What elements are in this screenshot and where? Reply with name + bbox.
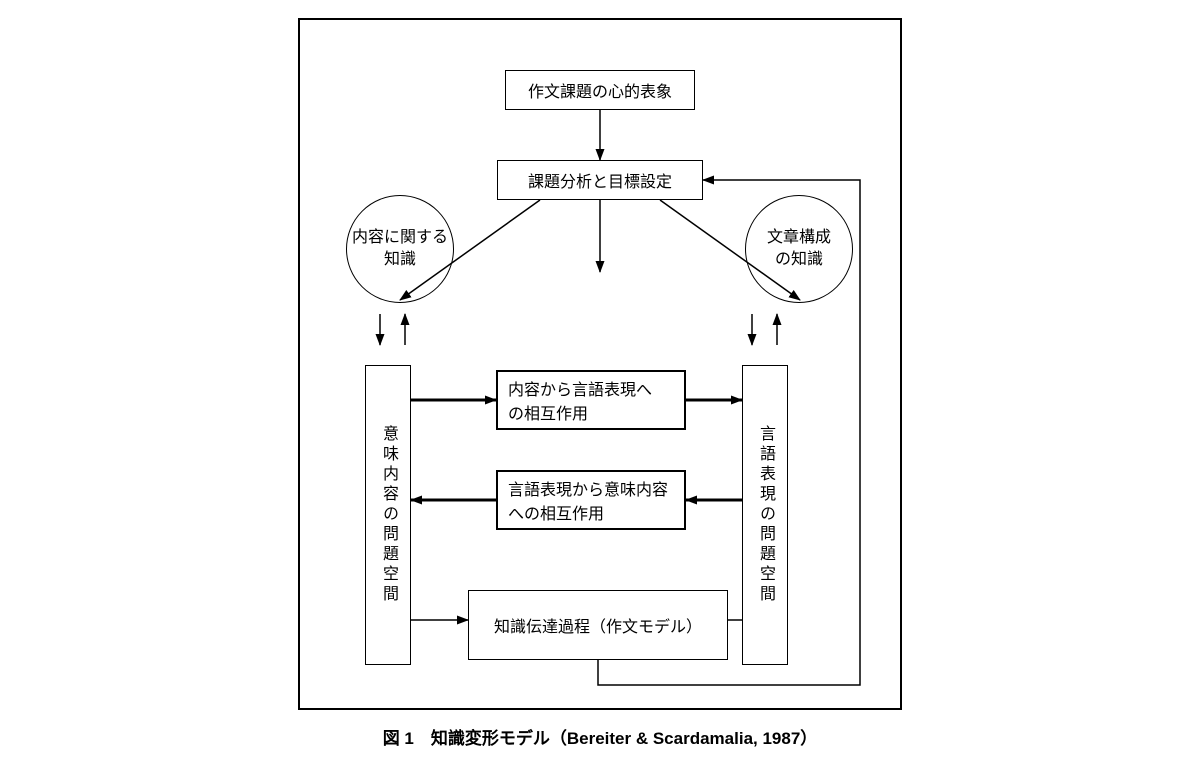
node-discourse-knowledge: 文章構成 の知識: [745, 195, 853, 303]
node-label: 内容に関する 知識: [352, 227, 448, 270]
node-rhetoric-to-content: 言語表現から意味内容 への相互作用: [496, 470, 686, 530]
diagram-canvas: 作文課題の心的表象 課題分析と目標設定 内容に関する 知識 文章構成 の知識 意…: [0, 0, 1200, 759]
node-label: 言語表現から意味内容 への相互作用: [508, 476, 668, 524]
node-task-analysis: 課題分析と目標設定: [497, 160, 703, 200]
node-label: 課題分析と目標設定: [528, 168, 672, 192]
node-label: 文章構成 の知識: [767, 227, 831, 270]
node-mental-representation: 作文課題の心的表象: [505, 70, 695, 110]
figure-caption: 図 1 知識変形モデル（Bereiter & Scardamalia, 1987…: [0, 724, 1200, 749]
node-label: 意味内容の問題空間: [366, 366, 410, 664]
node-label: 内容から言語表現へ の相互作用: [508, 376, 652, 424]
node-content-to-rhetoric: 内容から言語表現へ の相互作用: [496, 370, 686, 430]
node-knowledge-telling: 知識伝達過程（作文モデル）: [468, 590, 728, 660]
node-content-problem-space: 意味内容の問題空間: [365, 365, 411, 665]
node-label: 言語表現の問題空間: [743, 366, 787, 664]
node-rhetorical-problem-space: 言語表現の問題空間: [742, 365, 788, 665]
node-label: 作文課題の心的表象: [528, 78, 672, 102]
node-content-knowledge: 内容に関する 知識: [346, 195, 454, 303]
node-label: 知識伝達過程（作文モデル）: [494, 613, 702, 637]
